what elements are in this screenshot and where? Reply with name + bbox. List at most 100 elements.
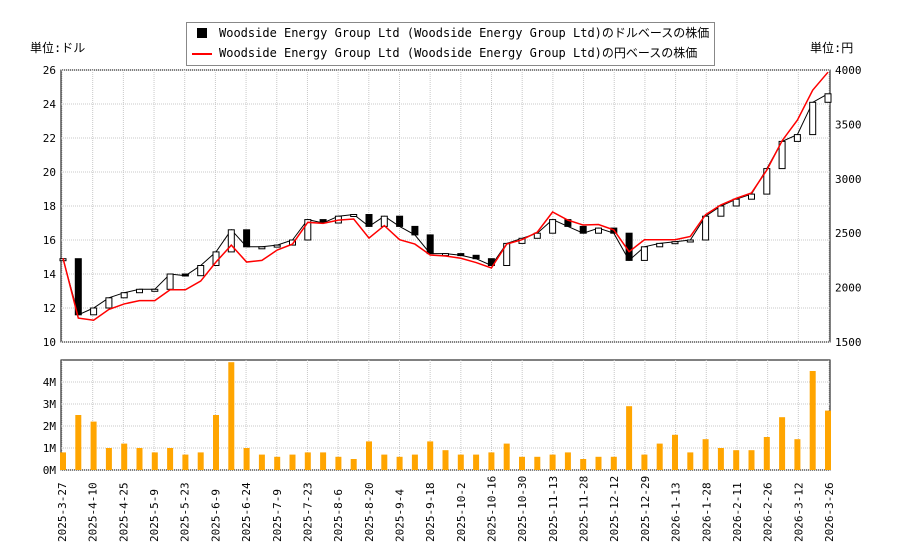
y-left-tick-label: 16: [43, 234, 56, 247]
x-tick-label: 2025-5-9: [148, 489, 161, 542]
volume-bar: [213, 415, 219, 470]
volume-bar: [580, 459, 587, 470]
volume-bar: [809, 371, 816, 470]
x-tick-label: 2025-11-28: [578, 476, 591, 542]
x-tick-label: 2026-3-26: [823, 482, 836, 542]
volume-tick-label: 3M: [43, 398, 57, 411]
volume-bar: [427, 441, 434, 470]
y-left-tick-label: 18: [43, 200, 56, 213]
y-left-tick-label: 24: [43, 98, 57, 111]
legend-item-jpy: Woodside Energy Group Ltd (Woodside Ener…: [187, 43, 714, 63]
x-tick-label: 2025-8-6: [332, 489, 345, 542]
candlestick: [656, 242, 664, 248]
candlestick: [793, 134, 801, 142]
volume-tick-label: 2M: [43, 420, 57, 433]
volume-bar: [442, 450, 449, 470]
volume-bar: [534, 456, 541, 470]
y-left-tick-label: 14: [43, 268, 57, 281]
volume-bar: [457, 454, 464, 470]
volume-bar: [779, 417, 786, 470]
x-tick-label: 2025-11-13: [547, 476, 560, 542]
candlestick: [411, 225, 419, 236]
volume-bar: [549, 454, 556, 470]
volume-bar: [672, 434, 678, 470]
volume-bar: [564, 452, 571, 470]
red-line-icon: [192, 53, 212, 55]
candlestick: [686, 239, 694, 243]
volume-bar: [763, 437, 770, 470]
candlestick: [273, 244, 281, 248]
volume-bar: [228, 362, 235, 470]
x-tick-label: 2025-7-23: [301, 482, 314, 542]
volume-bar: [411, 454, 418, 470]
y-left-tick-label: 20: [43, 166, 56, 179]
volume-bar: [503, 443, 510, 470]
x-tick-label: 2025-9-18: [424, 482, 437, 542]
y-right-tick-label: 1500: [835, 336, 862, 349]
y-left-tick-label: 10: [43, 336, 56, 349]
candlestick: [671, 241, 679, 245]
candlestick: [579, 225, 587, 234]
volume-bar: [381, 454, 388, 470]
y-left-tick-label: 12: [43, 302, 56, 315]
volume-bar: [825, 410, 831, 470]
left-unit-label: 単位:ドル: [30, 41, 86, 55]
y-right-tick-label: 2500: [835, 227, 862, 240]
y-right-tick-label: 4000: [835, 64, 862, 77]
volume-bar: [610, 456, 617, 470]
volume-bar: [197, 452, 204, 470]
x-tick-label: 2025-10-2: [455, 482, 468, 542]
candlestick: [533, 232, 541, 239]
candlestick: [625, 232, 633, 261]
candlestick: [549, 219, 557, 234]
y-right-tick-label: 3500: [835, 118, 862, 131]
candlestick: [717, 205, 725, 217]
volume-bar: [794, 439, 801, 470]
y-left-tick-label: 22: [43, 132, 56, 145]
candlestick: [396, 215, 404, 227]
candlestick: [824, 93, 832, 103]
x-tick-label: 2025-7-9: [271, 489, 284, 542]
volume-bar: [60, 452, 66, 470]
volume-bar: [656, 443, 663, 470]
x-tick-label: 2025-5-23: [179, 482, 192, 542]
x-tick-label: 2025-3-27: [56, 482, 69, 542]
legend-item-usd: Woodside Energy Group Ltd (Woodside Ener…: [187, 23, 714, 43]
candlestick: [748, 193, 755, 200]
x-tick-label: 2025-10-16: [486, 476, 499, 542]
candlestick: [426, 234, 434, 255]
volume-bar: [151, 452, 158, 470]
volume-bar: [595, 456, 602, 470]
volume-bar: [717, 448, 724, 470]
x-tick-label: 2025-4-10: [87, 482, 100, 542]
candlestick: [702, 215, 710, 241]
volume-bar: [320, 452, 327, 470]
jpy-price-line: [62, 71, 829, 322]
volume-bar: [335, 456, 342, 470]
x-tick-label: 2026-3-12: [792, 482, 805, 542]
candlestick: [732, 198, 740, 207]
volume-tick-label: 1M: [43, 442, 57, 455]
candlestick: [197, 265, 205, 277]
x-tick-label: 2026-2-11: [731, 482, 744, 542]
volume-bar: [748, 450, 755, 470]
legend: Woodside Energy Group Ltd (Woodside Ener…: [186, 22, 715, 66]
x-tick-label: 2025-12-12: [608, 476, 621, 542]
volume-bar: [75, 415, 82, 470]
x-tick-label: 2026-1-28: [700, 482, 713, 542]
candlestick: [258, 246, 266, 250]
candlestick: [181, 273, 189, 277]
volume-bar: [641, 454, 648, 470]
volume-tick-label: 0M: [43, 464, 57, 477]
x-tick-label: 2025-6-9: [209, 489, 222, 542]
candlestick: [472, 254, 480, 260]
x-tick-label: 2025-8-20: [363, 482, 376, 542]
y-left-tick-label: 26: [43, 64, 56, 77]
candlestick: [640, 246, 648, 261]
x-tick-label: 2025-6-24: [240, 482, 253, 542]
volume-bar: [182, 454, 189, 470]
x-tick-label: 2025-12-29: [639, 476, 652, 542]
candlestick: [350, 214, 358, 217]
volume-bar: [304, 452, 311, 470]
